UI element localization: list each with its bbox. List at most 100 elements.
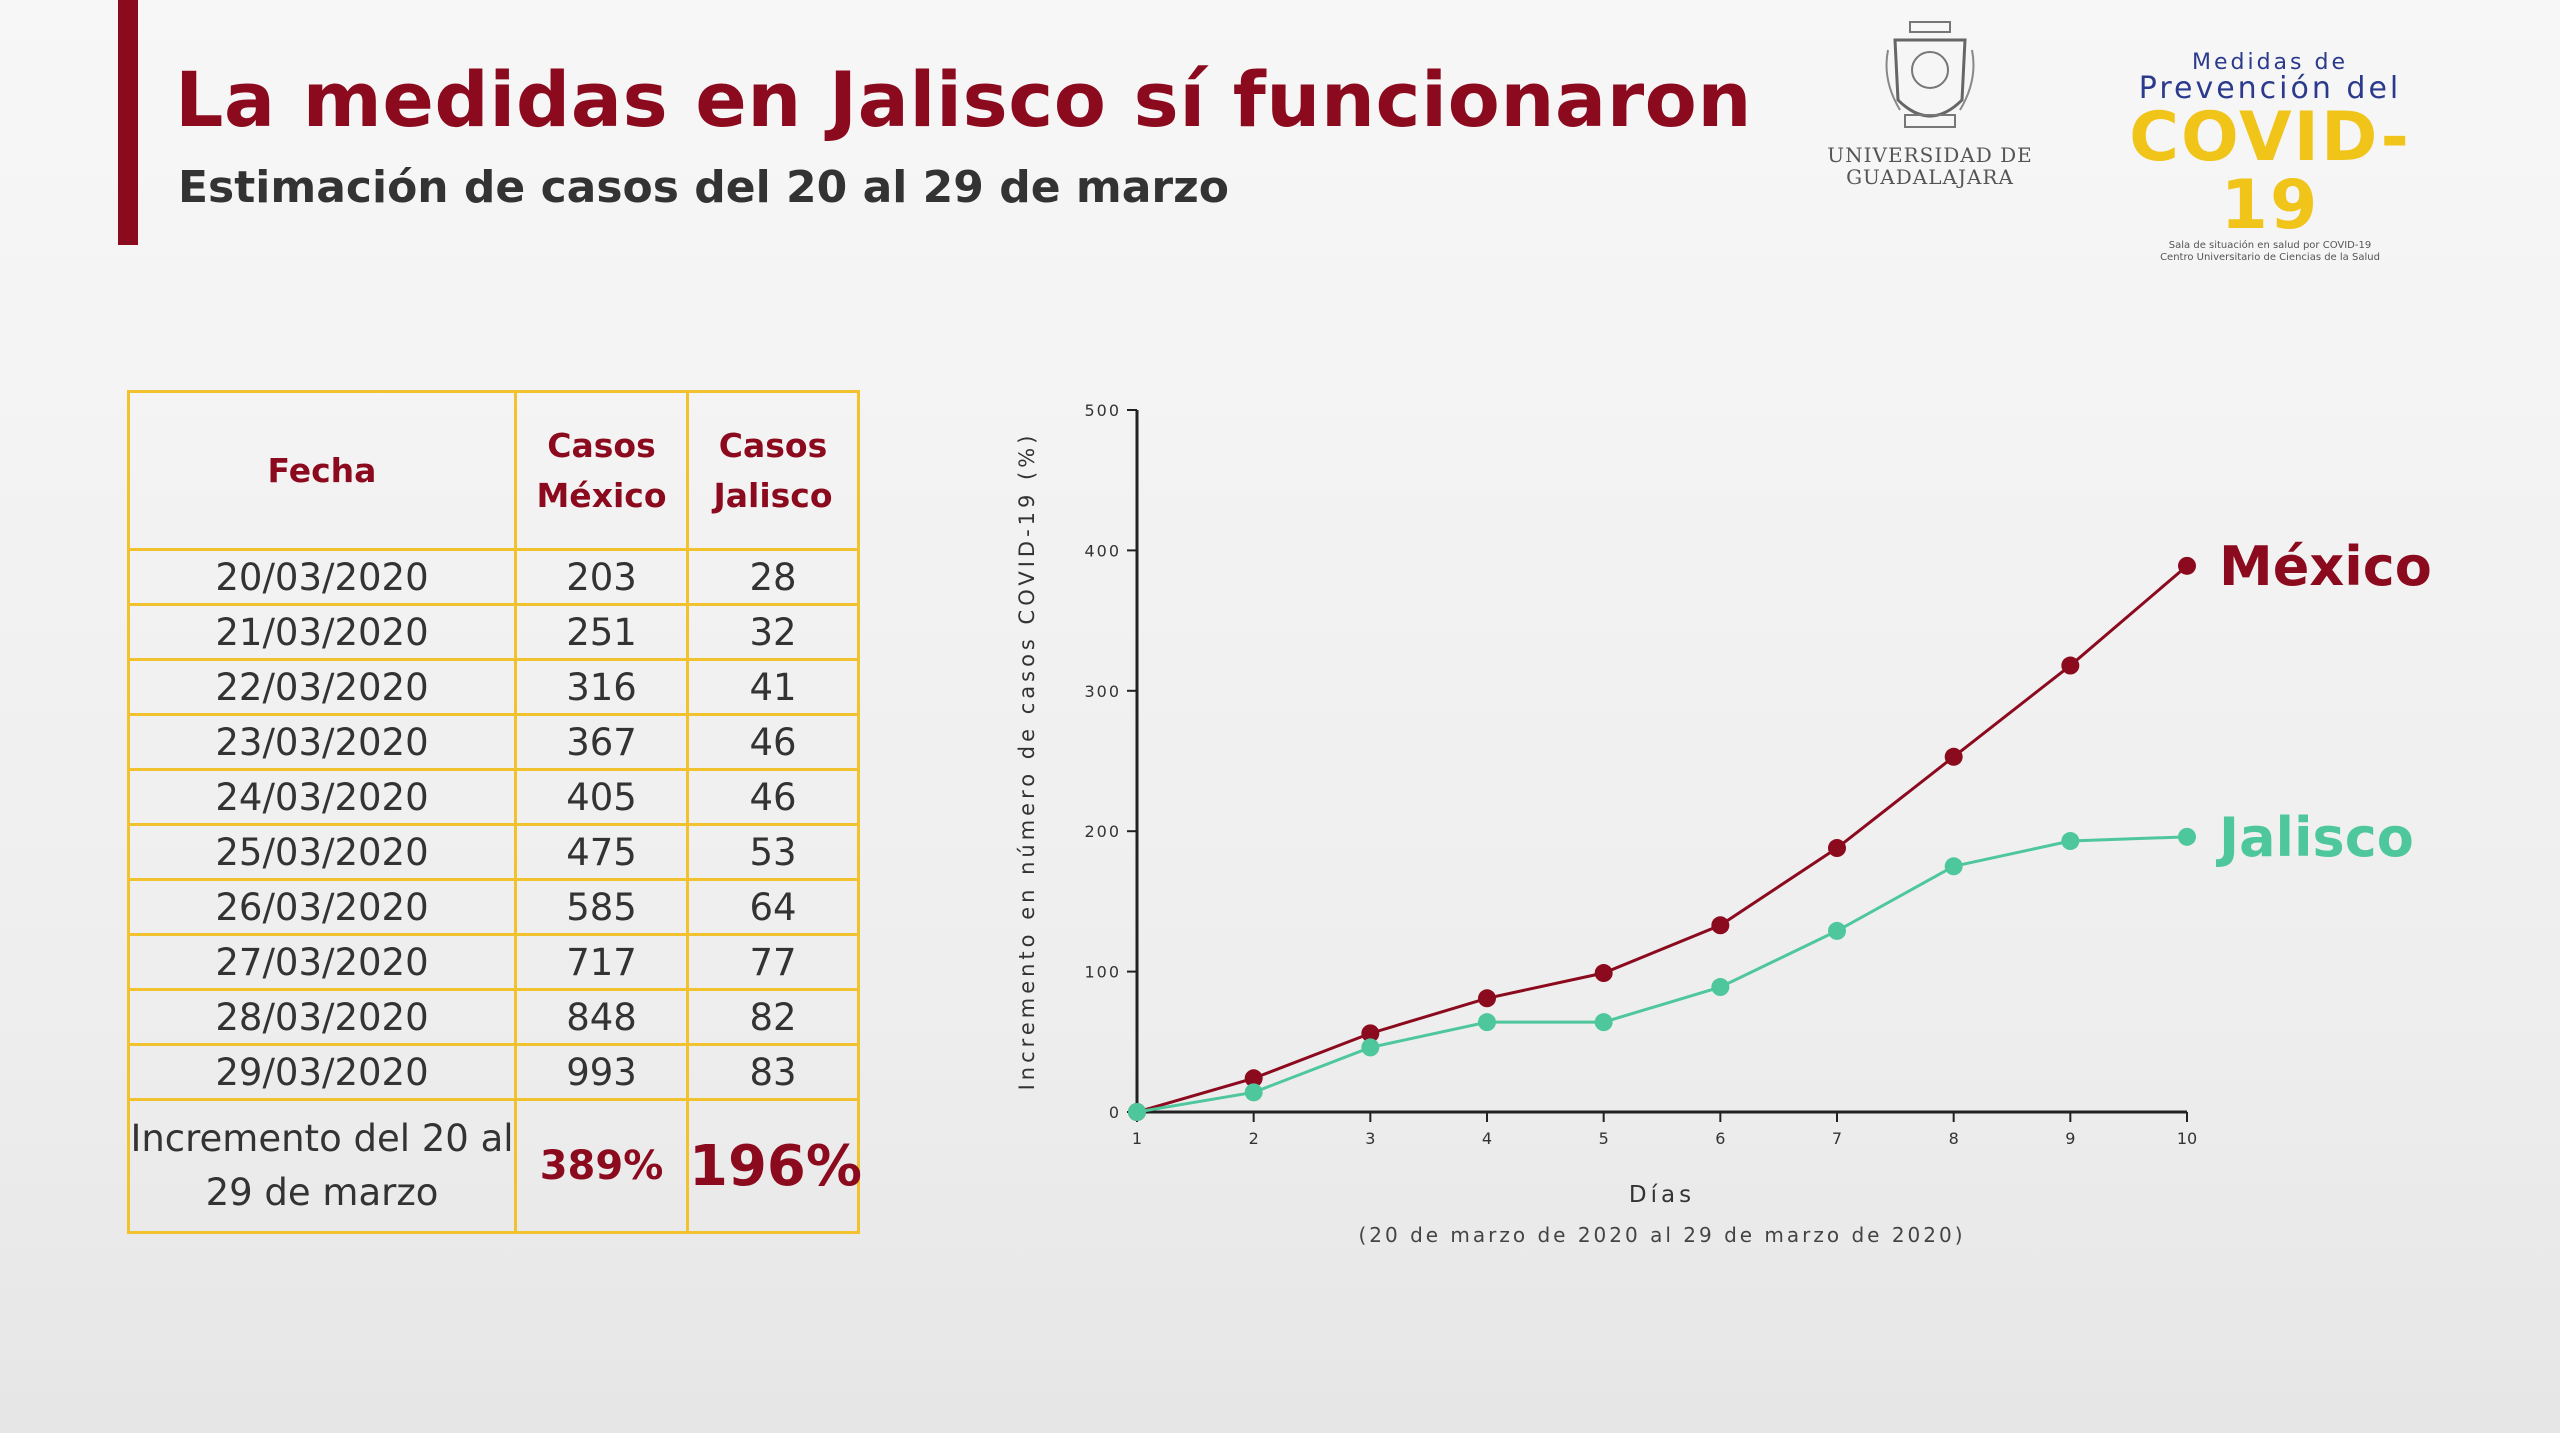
cell-fecha: 27/03/2020 (127, 933, 517, 991)
title-accent-bar (118, 0, 138, 245)
y-tick-label: 100 (1084, 963, 1121, 982)
cell-fecha: 22/03/2020 (127, 658, 517, 716)
table-row: 20/03/2020 203 28 (127, 548, 860, 606)
x-axis-label: Días (1629, 1182, 1695, 1208)
data-point-jalisco (1594, 1013, 1613, 1032)
data-point-jalisco (1711, 978, 1730, 997)
udg-name-line1: UNIVERSIDAD DE (1827, 143, 2033, 167)
cell-fecha: 24/03/2020 (127, 768, 517, 826)
x-tick-label: 4 (1482, 1129, 1492, 1148)
y-tick-label: 200 (1084, 822, 1121, 841)
covid-logo-small1: Sala de situación en salud por COVID-19 (2168, 240, 2372, 251)
y-tick-label: 500 (1084, 401, 1121, 420)
cell-fecha: 21/03/2020 (127, 603, 517, 661)
header-jalisco-line2: Jalisco (713, 475, 833, 515)
cell-mexico: 203 (514, 548, 689, 606)
summary-label: Incremento del 20 al 29 de marzo (127, 1098, 517, 1234)
cell-jalisco: 41 (686, 658, 860, 716)
x-tick-label: 5 (1599, 1129, 1609, 1148)
covid-logo-line1: Medidas de (2192, 50, 2348, 75)
covid-logo: Medidas de Prevención del COVID-19 Sala … (2085, 50, 2455, 264)
cell-mexico: 717 (514, 933, 689, 991)
cell-jalisco: 82 (686, 988, 860, 1046)
cell-fecha: 20/03/2020 (127, 548, 517, 606)
data-point-jalisco (1478, 1013, 1496, 1032)
table-row: 25/03/2020 475 53 (127, 823, 860, 881)
summary-jalisco: 196% (686, 1098, 862, 1234)
covid-logo-small2: Centro Universitario de Ciencias de la S… (2160, 252, 2380, 263)
x-tick-label: 6 (1715, 1129, 1725, 1148)
table-row: 27/03/2020 717 77 (127, 933, 860, 991)
x-tick-label: 3 (1365, 1129, 1375, 1148)
cell-mexico: 475 (514, 823, 689, 881)
table-row: 22/03/2020 316 41 (127, 658, 860, 716)
cases-table: Fecha Casos México Casos Jalisco 20/03/202… (127, 390, 862, 1234)
data-point-mexico (1478, 989, 1496, 1008)
header-mexico-line2: México (536, 475, 667, 515)
data-point-mexico (2178, 556, 2196, 575)
series-line-mexico (1136, 564, 2188, 1114)
header-casos-mexico: Casos México (514, 390, 689, 551)
data-point-mexico (1711, 916, 1730, 935)
x-axis-note: (20 de marzo de 2020 al 29 de marzo de 2… (1358, 1223, 1965, 1247)
x-tick-label: 1 (1132, 1129, 1142, 1148)
cell-jalisco: 53 (686, 823, 860, 881)
cell-fecha: 25/03/2020 (127, 823, 517, 881)
table-row: 29/03/2020 993 83 (127, 1043, 860, 1101)
data-point-jalisco (1828, 921, 1846, 940)
table-row: 26/03/2020 585 64 (127, 878, 860, 936)
series-label-mexico: México (2219, 535, 2432, 598)
summary-label-line2: 29 de marzo (205, 1171, 439, 1214)
data-point-mexico (1244, 1069, 1263, 1088)
y-tick-label: 0 (1109, 1103, 1121, 1122)
cell-jalisco: 64 (686, 878, 860, 936)
cell-mexico: 405 (514, 768, 689, 826)
cell-jalisco: 32 (686, 603, 860, 661)
series-line-jalisco (1136, 835, 2188, 1114)
data-point-mexico (1944, 747, 1963, 766)
table-header-row: Fecha Casos México Casos Jalisco (127, 390, 860, 551)
data-point-jalisco (1128, 1103, 1146, 1121)
cell-mexico: 848 (514, 988, 689, 1046)
y-tick-label: 400 (1084, 541, 1121, 560)
cell-jalisco: 77 (686, 933, 860, 991)
page-title: La medidas en Jalisco sí funcionaron (175, 55, 1753, 144)
y-tick-label: 300 (1084, 682, 1121, 701)
header-mexico-line1: Casos (547, 425, 656, 465)
line-chart: 0 100 200 300 400 500 1 2 3 4 5 6 7 8 9 10 Incremento en… (1015, 401, 2432, 1247)
summary-mexico: 389% (514, 1098, 689, 1234)
cell-jalisco: 28 (686, 548, 860, 606)
covid-logo-main: COVID-19 (2129, 98, 2411, 245)
data-point-jalisco (1944, 857, 1963, 876)
data-point-mexico (1828, 839, 1846, 858)
cell-jalisco: 46 (686, 713, 860, 771)
data-point-mexico (2061, 656, 2080, 675)
header-casos-jalisco: Casos Jalisco (686, 390, 860, 551)
udg-logo: UNIVERSIDAD DE GUADALAJARA (1825, 20, 2035, 220)
udg-name-line2: GUADALAJARA (1846, 165, 2014, 189)
cell-jalisco: 83 (686, 1043, 860, 1101)
summary-label-line1: Incremento del 20 al (130, 1117, 514, 1160)
cell-mexico: 993 (514, 1043, 689, 1101)
header-fecha: Fecha (127, 390, 517, 551)
x-tick-label: 9 (2065, 1129, 2075, 1148)
cell-fecha: 23/03/2020 (127, 713, 517, 771)
data-point-mexico (1594, 964, 1613, 983)
summary-row: Incremento del 20 al 29 de marzo 389% 196… (127, 1098, 862, 1234)
cell-mexico: 251 (514, 603, 689, 661)
covid-logo-line2: Prevención del (2138, 71, 2402, 106)
cell-mexico: 316 (514, 658, 689, 716)
data-point-jalisco (1244, 1083, 1263, 1102)
y-axis-label: Incremento en número de casos COVID-19 (… (1015, 432, 1039, 1091)
data-point-jalisco (1361, 1038, 1380, 1057)
header-jalisco-line1: Casos (718, 425, 828, 465)
cell-jalisco: 46 (686, 768, 860, 826)
table-row: 21/03/2020 251 32 (127, 603, 860, 661)
data-point-jalisco (2178, 827, 2196, 846)
x-tick-label: 2 (1249, 1129, 1259, 1148)
cell-fecha: 26/03/2020 (127, 878, 517, 936)
table-row: 28/03/2020 848 82 (127, 988, 860, 1046)
data-point-jalisco (2061, 832, 2080, 851)
page-subtitle: Estimación de casos del 20 al 29 de marz… (178, 162, 1229, 213)
cell-mexico: 367 (514, 713, 689, 771)
